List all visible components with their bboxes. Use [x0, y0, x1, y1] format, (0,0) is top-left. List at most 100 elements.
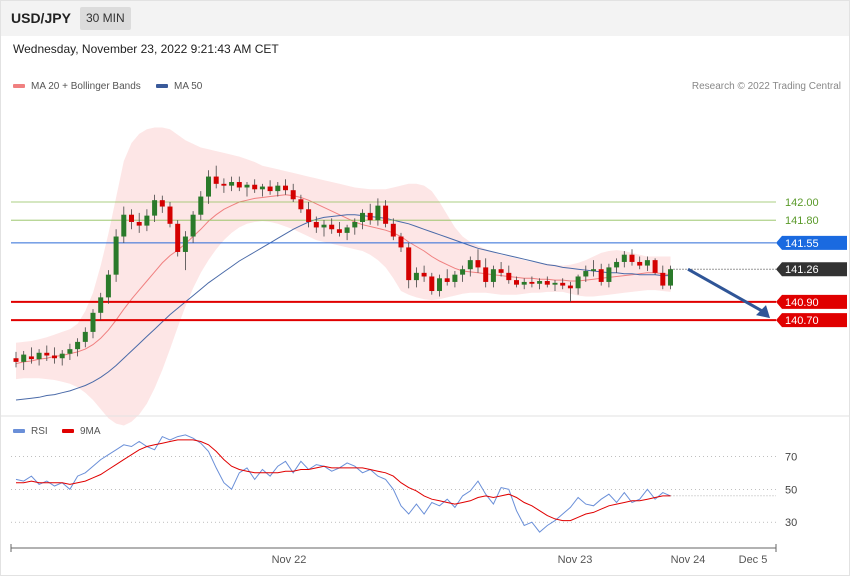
candle-body — [475, 260, 481, 268]
candle-body — [152, 200, 158, 216]
candle-body — [575, 276, 581, 289]
candle-body — [544, 281, 550, 285]
price-tag-140.70 — [776, 313, 847, 328]
candle-body — [352, 221, 358, 228]
rsi-legend-label: RSI — [31, 426, 48, 437]
candle-body — [36, 352, 42, 360]
rsi-tick-50: 50 — [785, 484, 797, 496]
candle-body — [521, 281, 527, 285]
candle-body — [529, 281, 535, 284]
timeframe-button[interactable]: 30 MIN — [80, 7, 131, 30]
rsi-line — [15, 434, 671, 533]
candle-body — [560, 282, 566, 286]
candle-body — [159, 200, 165, 207]
candle-body — [606, 267, 612, 282]
candle-body — [121, 214, 127, 237]
candle-body — [283, 185, 288, 191]
candle-body — [221, 183, 227, 186]
candle-body — [259, 186, 265, 190]
candle-body — [591, 269, 596, 272]
candle-body — [483, 267, 489, 282]
ma9-legend-label: 9MA — [80, 426, 101, 437]
candle-body — [129, 214, 134, 222]
candle-body — [213, 176, 219, 184]
candle-body — [398, 236, 404, 248]
candle-body — [52, 355, 57, 359]
candle-body — [190, 214, 196, 237]
candle-body — [552, 282, 558, 285]
rsi-tick-30: 30 — [785, 517, 797, 529]
x-tick-label: Dec 5 — [739, 554, 768, 566]
candle-body — [28, 356, 34, 360]
ma20-legend-label: MA 20 + Bollinger Bands — [31, 81, 141, 92]
candle-body — [313, 221, 319, 228]
candle-body — [668, 269, 673, 286]
candle-body — [467, 260, 473, 270]
candle-body — [429, 276, 435, 292]
candle-body — [360, 212, 365, 222]
candle-body — [21, 354, 27, 362]
level-label-142.00: 142.00 — [785, 197, 819, 209]
candle-body — [375, 205, 381, 221]
candle-body — [229, 182, 235, 186]
forecast-arrow-line — [687, 267, 765, 314]
level-label-141.80: 141.80 — [785, 215, 819, 227]
bollinger-band-area — [16, 127, 671, 426]
candle-body — [236, 182, 242, 188]
ma20-line — [15, 194, 671, 365]
ma9-swatch — [62, 429, 74, 434]
candle-body — [460, 269, 466, 275]
ma50-line — [15, 214, 671, 401]
rsi-tick-70: 70 — [785, 451, 797, 463]
price-tag-140.90 — [776, 294, 847, 309]
candle-body — [598, 269, 604, 282]
candle-body — [406, 247, 412, 281]
header-bar — [1, 1, 849, 36]
candle-body — [198, 196, 204, 215]
candle-body — [105, 274, 111, 298]
candle-body — [136, 221, 142, 226]
x-tick-label: Nov 23 — [558, 554, 593, 566]
price-tag-141.55 — [776, 235, 847, 250]
candle-body — [336, 229, 342, 233]
candle-body — [383, 205, 389, 224]
candle-body — [621, 254, 627, 262]
ma50-swatch — [156, 84, 168, 89]
candle-body — [329, 224, 335, 230]
rsi-swatch — [13, 429, 25, 434]
candle-body — [144, 215, 150, 226]
legend-rsi: RSI — [13, 426, 48, 437]
candle-body — [421, 272, 427, 277]
forecast-arrow-head — [756, 305, 770, 319]
candle-body — [490, 269, 496, 282]
candle-body — [583, 271, 589, 277]
legend-ma20: MA 20 + Bollinger Bands — [13, 81, 141, 92]
candle-body — [437, 278, 442, 292]
symbol-label: USD/JPY — [11, 10, 71, 26]
candle-body — [644, 260, 650, 266]
candle-body — [298, 199, 304, 210]
candle-body — [321, 224, 327, 228]
candle-body — [167, 206, 173, 224]
candle-body — [113, 236, 119, 275]
candle-body — [629, 254, 635, 262]
candle-body — [444, 278, 450, 282]
candle-body — [306, 209, 312, 222]
x-tick-label: Nov 24 — [671, 554, 706, 566]
candle-body — [614, 261, 620, 268]
candle-body — [82, 331, 88, 342]
candle-body — [506, 272, 512, 281]
candle-body — [413, 272, 419, 281]
candle-body — [44, 352, 50, 356]
candle-body — [537, 281, 543, 284]
candle-body — [206, 176, 211, 197]
candle-body — [67, 349, 73, 354]
candle-body — [275, 185, 281, 192]
candle-body — [344, 227, 350, 233]
credit-text: Research © 2022 Trading Central — [691, 81, 841, 92]
price-tag-text-140.90: 140.90 — [785, 297, 819, 309]
candle-body — [244, 184, 250, 188]
candle-body — [175, 223, 181, 252]
candle-body — [90, 312, 96, 332]
